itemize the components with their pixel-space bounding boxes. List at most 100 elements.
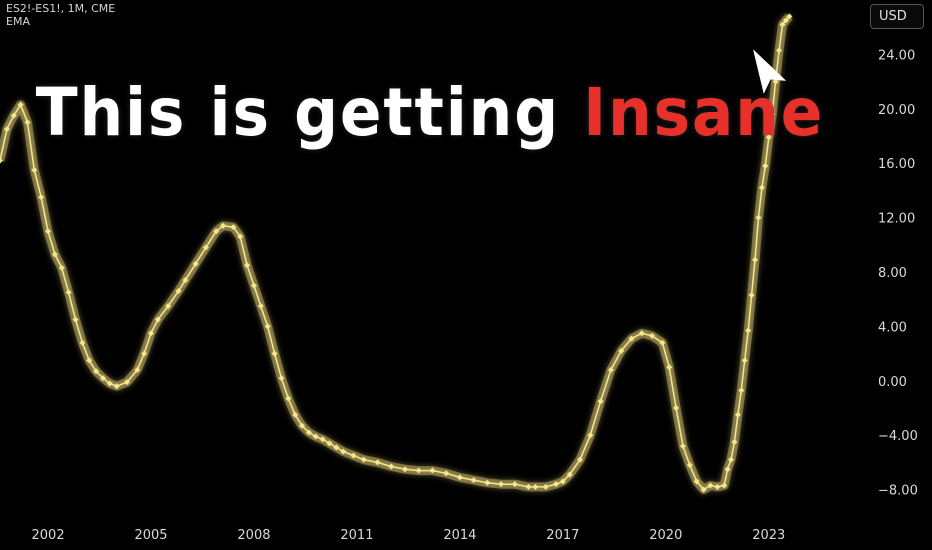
y-tick-label: −4.00 [878,429,918,444]
data-point [700,486,707,493]
data-point [731,439,738,445]
data-point [175,288,182,295]
data-point [577,456,584,463]
data-point [679,443,686,450]
data-point [779,21,786,28]
data-point [782,17,789,24]
headline-accent-text: Insane [583,74,825,151]
data-point [113,383,120,390]
data-point [220,222,227,229]
data-point [3,126,10,133]
x-tick-label: 2014 [443,528,476,543]
data-point [319,436,326,443]
indicator-label: EMA [6,15,30,28]
data-point [285,395,292,402]
data-point [776,47,783,54]
plot-area [0,13,793,495]
data-point [724,466,731,473]
x-tick-label: 2002 [32,528,65,543]
data-point [401,466,408,473]
data-point [350,452,357,459]
data-point [752,256,759,263]
y-tick-label: 16.00 [878,157,915,172]
data-point [292,411,299,418]
data-point [666,364,673,371]
y-axis: 24.00 20.00 16.00 12.00 8.00 4.00 0.00 −4.00 −8.… [878,48,918,498]
currency-selector[interactable]: USD [870,4,924,29]
data-point [333,444,340,451]
data-point [10,112,17,119]
data-point [38,194,45,201]
data-point [312,433,319,440]
data-point [762,162,769,169]
data-point [638,330,645,337]
data-point [415,467,422,474]
x-axis: 2002 2005 2008 2011 2014 2017 2020 2023 [32,528,786,543]
x-tick-label: 2005 [134,528,167,543]
headline-banner: This is getting Insane [30,74,830,151]
data-point [213,228,220,235]
x-tick-label: 2017 [546,528,579,543]
data-point [165,303,172,309]
y-tick-label: 12.00 [878,212,915,227]
data-point [154,316,161,323]
data-point [17,101,24,108]
data-point [24,119,31,126]
data-point [587,432,594,439]
data-point [649,332,656,339]
data-point [250,282,257,289]
data-point [532,483,539,490]
y-tick-label: 0.00 [878,375,907,390]
data-point [470,477,477,484]
data-point [134,366,141,373]
data-point [443,470,450,477]
data-point [659,339,666,346]
data-point [388,463,395,470]
data-point [566,471,573,478]
data-point [552,481,559,488]
data-point [769,111,776,118]
data-point [237,233,244,240]
data-point [429,467,436,474]
data-point [271,350,278,357]
headline-text: This is getting [35,74,561,151]
data-point [758,184,765,191]
data-point [673,405,680,411]
data-point [525,483,532,490]
data-point [741,357,748,364]
data-point [230,224,237,231]
data-point [745,327,752,334]
data-point [123,379,130,386]
y-tick-label: 4.00 [878,320,907,335]
data-point [31,167,38,173]
data-point [305,429,312,436]
data-point [58,264,65,271]
data-point [542,483,549,490]
data-point [65,289,72,296]
symbol-title: ES2!-ES1!, 1M, CME [6,2,116,15]
data-point [714,483,721,490]
data-point [99,375,106,382]
y-tick-label: −8.00 [878,484,918,499]
data-point [278,375,285,382]
data-point [182,277,189,284]
data-point [45,228,52,235]
arrow-pointer-icon [753,49,787,94]
data-point [340,448,347,455]
data-point [498,481,505,488]
data-point [618,347,625,354]
y-tick-label: 20.00 [878,103,915,118]
y-tick-label: 8.00 [878,266,907,281]
data-point [86,357,93,364]
data-point [106,380,113,387]
data-point [786,13,793,20]
data-point [148,330,155,337]
data-point [360,456,367,463]
data-point [772,78,779,85]
data-point [202,244,209,251]
data-point [244,262,251,269]
data-point [738,387,745,394]
data-point [374,459,381,466]
data-point [192,260,199,267]
